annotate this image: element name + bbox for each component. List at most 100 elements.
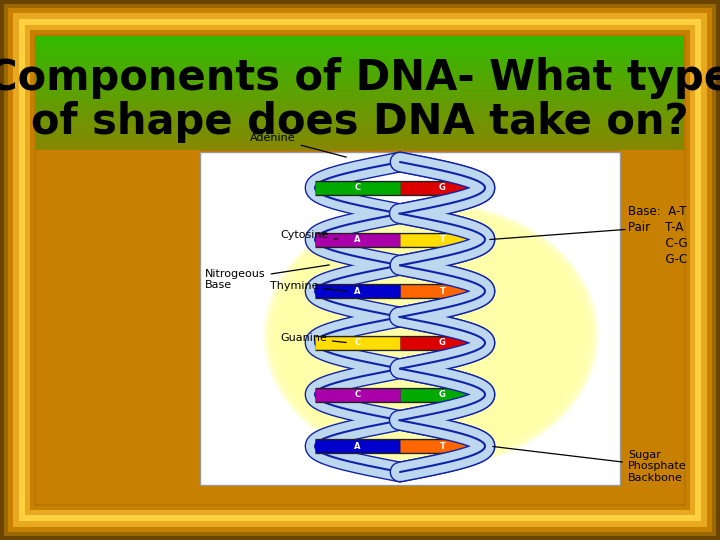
- Bar: [36, 65, 684, 66]
- Ellipse shape: [287, 221, 575, 449]
- Bar: [36, 147, 684, 148]
- Bar: [36, 80, 684, 82]
- Text: G: G: [439, 390, 446, 399]
- Ellipse shape: [281, 216, 581, 454]
- Text: A: A: [354, 235, 361, 244]
- Bar: [36, 91, 684, 92]
- Bar: [36, 140, 684, 141]
- Ellipse shape: [299, 231, 563, 440]
- Bar: [36, 146, 684, 147]
- Bar: [36, 48, 684, 49]
- Bar: [36, 138, 684, 139]
- Bar: [36, 36, 684, 37]
- Ellipse shape: [287, 221, 575, 450]
- Bar: [36, 69, 684, 70]
- Text: A: A: [354, 442, 361, 451]
- Ellipse shape: [275, 211, 588, 459]
- Bar: [36, 88, 684, 89]
- Bar: [36, 110, 684, 111]
- Bar: [36, 93, 684, 94]
- Bar: [36, 149, 684, 150]
- Bar: [36, 137, 684, 138]
- Text: Guanine: Guanine: [280, 333, 346, 343]
- Ellipse shape: [269, 207, 593, 464]
- Ellipse shape: [290, 223, 572, 447]
- Bar: [36, 113, 684, 114]
- Bar: [36, 63, 684, 64]
- Bar: [36, 75, 684, 76]
- Bar: [36, 99, 684, 100]
- Bar: [36, 131, 684, 132]
- Ellipse shape: [280, 215, 582, 455]
- Text: Adenine: Adenine: [250, 133, 346, 157]
- Ellipse shape: [276, 213, 585, 458]
- Bar: [36, 133, 684, 134]
- Ellipse shape: [291, 224, 571, 447]
- Bar: [36, 135, 684, 136]
- Bar: [36, 136, 684, 137]
- Text: C: C: [354, 390, 361, 399]
- Bar: [36, 122, 684, 123]
- Bar: [36, 46, 684, 48]
- Text: Nitrogeous
Base: Nitrogeous Base: [205, 265, 329, 291]
- Bar: [620, 150, 684, 504]
- Bar: [36, 126, 684, 127]
- Text: Base:  A-T: Base: A-T: [628, 205, 686, 218]
- Bar: [36, 70, 684, 71]
- Text: A: A: [354, 287, 361, 296]
- Ellipse shape: [279, 214, 583, 456]
- Ellipse shape: [271, 208, 590, 462]
- Ellipse shape: [273, 210, 589, 461]
- Bar: [36, 53, 684, 54]
- Text: Components of DNA- What type: Components of DNA- What type: [0, 57, 720, 99]
- Bar: [36, 130, 684, 131]
- Bar: [36, 62, 684, 63]
- Bar: [36, 120, 684, 122]
- Bar: [36, 38, 684, 39]
- Text: G-C: G-C: [628, 253, 688, 266]
- Bar: [36, 148, 684, 149]
- Bar: [36, 42, 684, 43]
- Bar: [36, 124, 684, 125]
- Ellipse shape: [284, 219, 578, 451]
- Bar: [36, 111, 684, 112]
- Bar: [36, 52, 684, 53]
- Bar: [36, 96, 684, 97]
- Bar: [36, 74, 684, 75]
- Bar: [36, 114, 684, 115]
- Ellipse shape: [286, 220, 576, 450]
- Bar: [36, 116, 684, 117]
- Bar: [36, 58, 684, 59]
- Ellipse shape: [266, 205, 595, 465]
- Ellipse shape: [271, 208, 591, 462]
- Bar: [36, 84, 684, 85]
- Ellipse shape: [292, 225, 570, 446]
- Ellipse shape: [288, 222, 574, 448]
- Ellipse shape: [292, 225, 570, 445]
- Bar: [36, 76, 684, 77]
- Bar: [36, 83, 684, 84]
- Bar: [36, 127, 684, 128]
- Ellipse shape: [265, 203, 598, 467]
- Bar: [36, 77, 684, 78]
- Bar: [36, 37, 684, 38]
- Bar: [36, 39, 684, 40]
- Text: G: G: [439, 339, 446, 347]
- Bar: [36, 108, 684, 109]
- Bar: [36, 56, 684, 57]
- Text: Thymine: Thymine: [270, 281, 346, 291]
- Bar: [36, 94, 684, 95]
- Bar: [36, 128, 684, 129]
- Text: T: T: [440, 442, 446, 451]
- Ellipse shape: [295, 227, 567, 443]
- Bar: [36, 145, 684, 146]
- Ellipse shape: [282, 217, 580, 454]
- Bar: [36, 85, 684, 86]
- Bar: [36, 144, 684, 145]
- Bar: [36, 117, 684, 118]
- Text: Pair    T-A: Pair T-A: [628, 221, 683, 234]
- Bar: [36, 54, 684, 55]
- Bar: [36, 104, 684, 105]
- Bar: [36, 125, 684, 126]
- Ellipse shape: [264, 202, 598, 468]
